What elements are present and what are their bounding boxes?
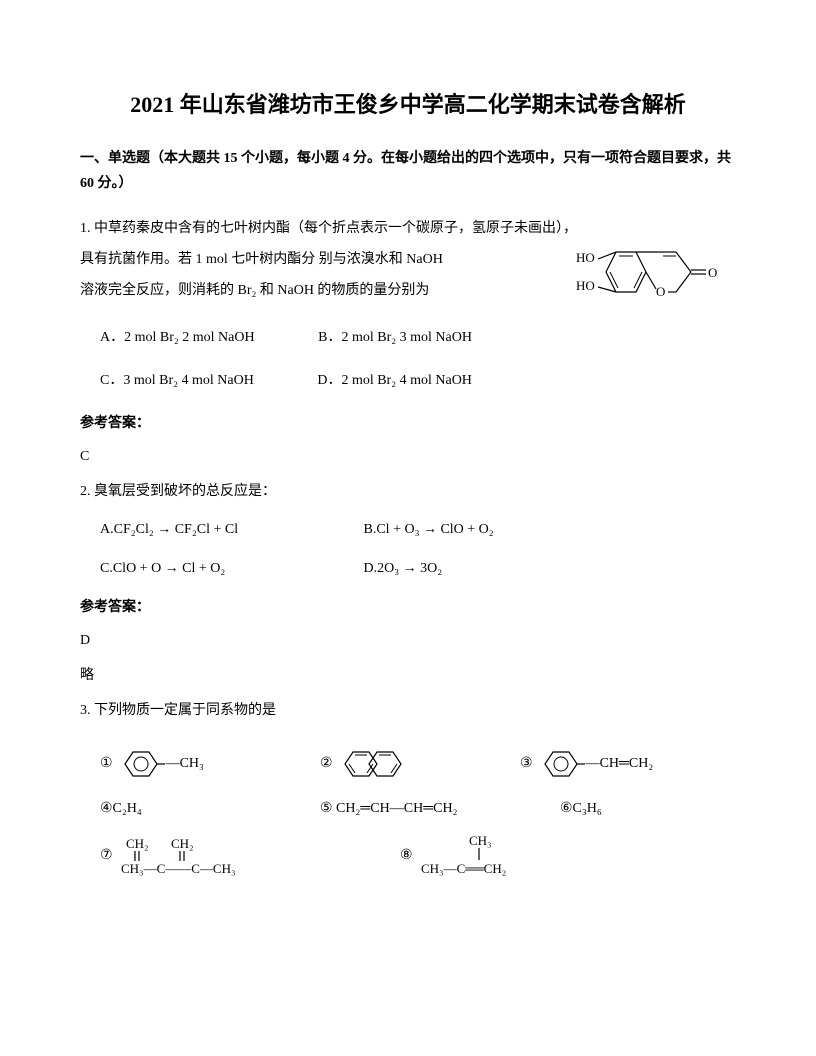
q3-item1-num: ① [100,751,113,776]
svg-text:CH₂: CH₂ [126,836,149,851]
benzene-ring-icon [121,744,166,784]
svg-text:CH₃: CH₃ [469,833,492,848]
q3-item8-num: ⑧ [400,843,413,868]
svg-text:HO: HO [576,278,595,293]
q2-option-c: C.ClO + O → Cl + O₂ [100,556,360,581]
q2-answer-label: 参考答案： [80,595,736,620]
q1-options: A．2 mol Br₂ 2 mol NaOH B．2 mol Br₂ 3 mol… [100,325,736,393]
svg-text:O: O [656,284,665,299]
q3-item2-num: ② [320,751,333,776]
isoprene-icon: CH₂ CH₂ CH₃—C——C—CH₃ [121,833,251,878]
svg-text:CH₃—C══CH₂: CH₃—C══CH₂ [421,861,506,876]
q3-item3-formula: —CH═CH₂ [586,751,654,776]
svg-text:HO: HO [576,250,595,265]
svg-text:CH₃—C——C—CH₃: CH₃—C——C—CH₃ [121,861,236,876]
q3-item3-num: ③ [520,751,533,776]
molecule-diagram: HO HO O O [576,242,726,312]
question-3: 3. 下列物质一定属于同系物的是 [80,698,736,723]
q2-answer: D [80,628,736,653]
q1-option-c: C．3 mol Br₂ 4 mol NaOH [100,368,254,393]
q1-option-d: D．2 mol Br₂ 4 mol NaOH [317,368,472,393]
isobutylene-icon: CH₃ CH₃—C══CH₂ [421,833,541,878]
naphthalene-icon [341,744,411,784]
q1-line1: 1. 中草药秦皮中含有的七叶树内酯（每个折点表示一个碳原子，氢原子未画出）， [80,214,736,245]
q2-option-a: A.CF₂Cl₂ → CF₂Cl + Cl [100,517,360,542]
q2-option-b: B.Cl + O₃ → ClO + O₂ [364,517,624,542]
q1-answer-label: 参考答案： [80,411,736,436]
q3-item7-num: ⑦ [100,843,113,868]
question-1: 1. 中草药秦皮中含有的七叶树内酯（每个折点表示一个碳原子，氢原子未画出）， 具… [80,214,736,306]
q2-option-d: D.2O₃ → 3O₂ [364,556,624,581]
q3-structures: ① —CH₃ ② ③ [100,744,736,878]
styrene-icon [541,744,586,784]
q2-options: A.CF₂Cl₂ → CF₂Cl + Cl B.Cl + O₃ → ClO + … [100,517,736,581]
q3-item1-formula: —CH₃ [166,751,204,776]
svg-text:O: O [708,265,717,280]
q1-answer: C [80,444,736,469]
question-2: 2. 臭氧层受到破坏的总反应是： [80,479,736,504]
q3-item6: ⑥C₃H₆ [560,796,602,821]
svg-text:CH₂: CH₂ [171,836,194,851]
section-header: 一、单选题（本大题共 15 个小题，每小题 4 分。在每小题给出的四个选项中，只… [80,146,736,196]
page-title: 2021 年山东省潍坊市王俊乡中学高二化学期末试卷含解析 [80,90,736,121]
q3-item5: ⑤ CH₂═CH—CH═CH₂ [320,796,457,821]
q3-item4: ④C₂H₄ [100,796,142,821]
q1-option-a: A．2 mol Br₂ 2 mol NaOH [100,325,255,350]
q1-option-b: B．2 mol Br₂ 3 mol NaOH [318,325,472,350]
q2-note: 略 [80,663,736,688]
